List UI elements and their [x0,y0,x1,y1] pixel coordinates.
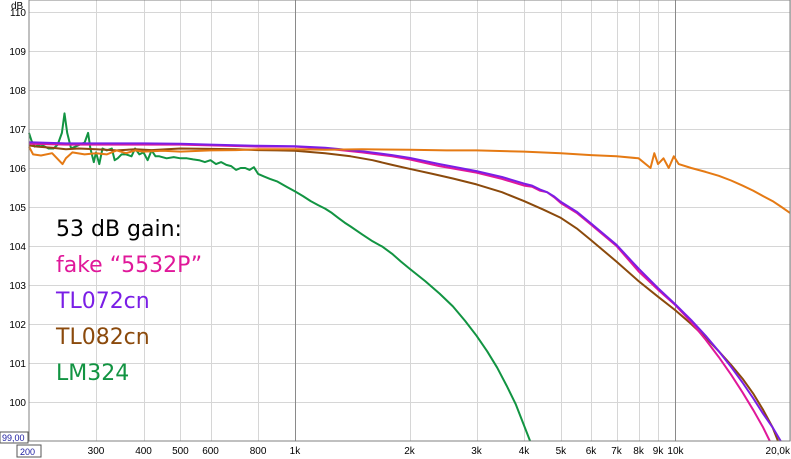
y-tick-label: 101 [9,359,26,370]
y-tick-label: 110 [10,8,26,19]
x-tick-label: 300 [88,446,105,457]
x-tick-label: 10k [667,446,684,457]
y-tick-label: 103 [9,281,26,292]
legend-entry-5532p: fake “5532P” [56,253,202,278]
legend-entry-lm324: LM324 [56,361,129,386]
y-axis-labels: 100 101 102 103 104 105 106 107 108 109 110 [9,8,26,409]
x-tick-label: 5k [556,446,568,457]
x-tick-label: 600 [202,446,219,457]
x-tick-label: 400 [135,446,152,457]
corner-y-min-label: 99,00 [2,433,25,443]
y-tick-label: 102 [9,320,26,331]
legend-entry-tl082cn: TL082cn [55,325,150,350]
y-tick-label: 105 [9,203,26,214]
series-line-tl072cn [28,141,782,442]
x-tick-label: 1k [290,446,302,457]
x-tick-label: 800 [250,446,267,457]
x-tick-label: 500 [172,446,189,457]
legend: 53 dB gain: fake “5532P” TL072cn TL082cn… [55,217,202,386]
x-tick-label: 2k [404,446,416,457]
series-line-orange [28,146,791,214]
x-tick-label: 20,0k [766,446,791,457]
corner-x-min-frame [16,444,42,458]
y-axis-unit-label: dB [11,1,24,12]
corner-x-min-label: 200 [20,447,35,457]
y-tick-label: 109 [9,47,26,58]
y-tick-label: 107 [9,125,26,136]
x-tick-label: 6k [586,446,598,457]
x-axis-labels: 300 400 500 600 800 1k 2k 3k 4k 5k 6k 7k 8k 9k 10k 20,0… [88,446,791,457]
y-tick-label: 108 [9,86,26,97]
series-line-tl082cn [28,144,779,442]
plot-frame [28,0,791,442]
x-tick-label: 4k [519,446,531,457]
x-tick-label: 9k [653,446,665,457]
y-tick-label: 104 [9,242,26,253]
x-tick-label: 3k [471,446,483,457]
corner-y-min-frame [0,431,29,444]
y-tick-label: 106 [9,164,26,175]
x-tick-label: 8k [633,446,645,457]
legend-entry-tl072cn: TL072cn [55,289,150,314]
grid [29,0,791,441]
corner-x-min-box: 200 [16,444,42,458]
legend-title: 53 dB gain: [56,217,182,242]
corner-y-min-box: 99,00 [0,431,29,444]
series-group [28,112,791,442]
x-tick-label: 7k [611,446,623,457]
series-line-lm324 [28,112,532,442]
y-tick-label: 100 [9,398,26,409]
